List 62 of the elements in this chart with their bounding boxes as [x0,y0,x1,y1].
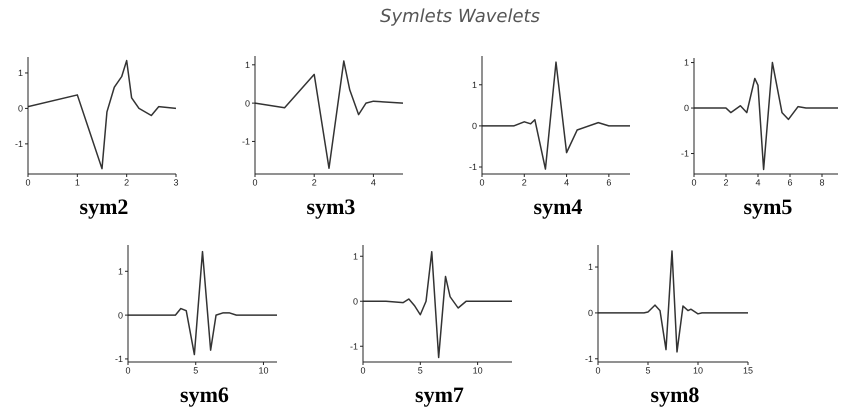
line-series [255,60,403,170]
y-tick-label: 0 [472,121,477,132]
y-tick-label: 1 [352,251,358,262]
y-tick-label: 1 [244,60,250,70]
y-tick-label: 0 [18,104,23,114]
x-tick-label: 4 [370,177,376,188]
x-tick-label: 5 [645,365,651,376]
y-tick-label: 1 [118,266,123,276]
x-tick-label: 5 [418,365,423,376]
x-tick-label: 0 [252,177,258,188]
x-tick-label: 0 [691,177,697,188]
x-tick-label: 5 [193,365,198,376]
y-tick-label: -1 [114,354,123,364]
y-tick-label: 0 [118,310,123,320]
x-axis-title: sym3 [306,194,356,220]
y-tick-label: 1 [472,80,477,90]
chart-title: Symlets Wavelets [380,6,540,27]
x-axis-title: sym6 [179,382,230,408]
line-series [28,60,176,170]
y-tick-label: 0 [684,103,689,114]
line-series [363,251,512,358]
x-tick-label: 0 [479,177,485,188]
y-tick-label: 1 [684,58,689,68]
x-tick-label: 0 [360,365,366,376]
line-series [128,250,277,356]
x-tick-label: 1 [74,177,80,188]
y-tick-label: 0 [588,308,593,318]
line-series [694,62,838,170]
y-tick-label: 1 [588,262,593,272]
y-tick-label: -1 [14,139,23,150]
x-tick-label: 15 [742,365,754,376]
x-axis-title: sym4 [532,194,584,220]
x-axis-title: sym5 [742,194,794,220]
x-tick-label: 0 [595,365,601,376]
y-tick-label: -1 [468,162,477,172]
x-tick-label: 10 [258,365,268,376]
x-tick-label: 2 [312,177,317,188]
y-tick-label: 0 [352,296,358,306]
y-tick-label: 0 [244,98,250,108]
y-tick-label: -1 [242,136,250,147]
y-tick-label: 1 [18,68,23,78]
line-series [482,61,630,170]
x-tick-label: 2 [124,177,130,188]
x-tick-label: 0 [125,365,131,376]
x-tick-label: 2 [522,177,527,188]
line-series [598,250,748,353]
y-tick-label: -1 [680,148,689,159]
y-tick-label: -1 [584,354,593,364]
x-tick-label: 3 [173,177,179,188]
x-tick-label: 8 [819,177,825,188]
x-tick-label: 10 [692,365,704,376]
x-tick-label: 4 [755,177,761,188]
x-tick-label: 0 [25,177,31,188]
x-tick-label: 10 [472,365,483,376]
x-tick-label: 6 [787,177,793,188]
x-tick-label: 6 [606,177,612,188]
x-tick-label: 2 [723,177,729,188]
x-axis-title: sym7 [414,382,465,408]
x-axis-title: sym2 [78,194,130,220]
x-axis-title: sym8 [650,382,700,408]
y-tick-label: -1 [350,341,358,352]
x-tick-label: 4 [564,177,570,188]
